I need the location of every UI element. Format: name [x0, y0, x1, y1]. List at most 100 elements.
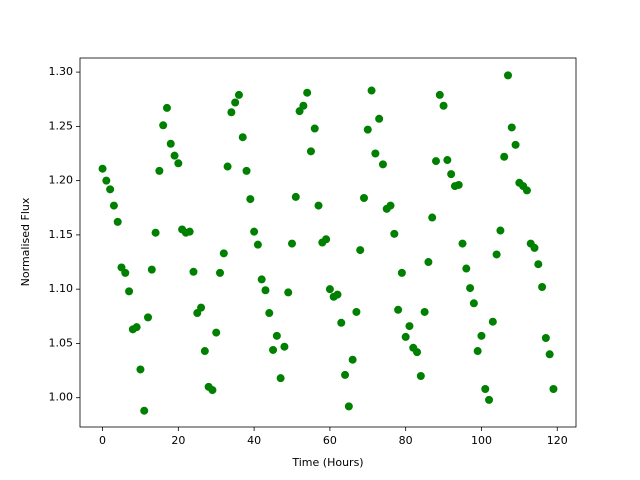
data-point — [147, 265, 156, 274]
data-point — [485, 395, 494, 404]
data-point — [314, 201, 323, 210]
y-tick-label: 1.10 — [49, 282, 74, 295]
data-point — [401, 332, 410, 341]
data-point — [496, 226, 505, 235]
data-point — [200, 347, 209, 356]
data-point — [473, 347, 482, 356]
data-point — [303, 88, 312, 97]
data-point — [435, 90, 444, 99]
y-axis-label: Normalised Flux — [19, 197, 32, 286]
data-point — [541, 334, 550, 343]
data-point — [466, 284, 475, 293]
data-point — [272, 331, 281, 340]
x-tick-label: 20 — [171, 434, 185, 447]
data-point — [125, 287, 134, 296]
data-point — [109, 201, 118, 210]
y-tick-label: 1.30 — [49, 65, 74, 78]
data-point — [469, 299, 478, 308]
data-point — [363, 125, 372, 134]
data-point — [310, 124, 319, 133]
data-point — [337, 318, 346, 327]
data-point — [291, 192, 300, 201]
data-point — [265, 309, 274, 318]
data-point — [492, 250, 501, 259]
data-point — [140, 406, 149, 415]
data-point — [162, 103, 171, 112]
data-point — [155, 166, 164, 175]
y-tick-label: 1.15 — [49, 228, 74, 241]
data-point — [477, 331, 486, 340]
x-tick-label: 100 — [471, 434, 492, 447]
data-point — [102, 176, 111, 185]
data-point — [462, 264, 471, 273]
data-point — [185, 227, 194, 236]
data-point — [511, 140, 520, 149]
data-point — [424, 258, 433, 267]
data-point — [333, 290, 342, 299]
data-point — [276, 374, 285, 383]
data-point — [545, 350, 554, 359]
x-tick-label: 120 — [547, 434, 568, 447]
data-point — [352, 307, 361, 316]
data-point — [106, 185, 115, 194]
data-point — [121, 268, 130, 277]
data-point — [166, 139, 175, 148]
data-point — [420, 307, 429, 316]
data-point — [212, 328, 221, 337]
x-tick-label: 60 — [323, 434, 337, 447]
data-point — [549, 385, 558, 394]
y-tick-label: 1.25 — [49, 119, 74, 132]
data-point — [257, 275, 266, 284]
y-tick-label: 1.00 — [49, 391, 74, 404]
data-point — [390, 229, 399, 238]
data-point — [197, 303, 206, 312]
data-point — [151, 228, 160, 237]
data-point — [503, 71, 512, 80]
data-point — [367, 86, 376, 95]
data-point — [253, 240, 262, 249]
data-point — [261, 286, 270, 295]
x-tick-label: 0 — [99, 434, 106, 447]
data-point — [416, 371, 425, 380]
data-point — [431, 157, 440, 166]
data-point — [136, 365, 145, 374]
data-point — [481, 385, 490, 394]
data-point — [306, 147, 315, 156]
data-point — [189, 267, 198, 276]
data-point — [447, 170, 456, 179]
data-point — [216, 268, 225, 277]
data-point — [288, 239, 297, 248]
data-point — [341, 370, 350, 379]
data-point — [443, 156, 452, 165]
y-tick-label: 1.05 — [49, 336, 74, 349]
x-tick-label: 40 — [247, 434, 261, 447]
data-point — [269, 345, 278, 354]
data-point — [238, 133, 247, 142]
data-point — [538, 282, 547, 291]
data-point — [397, 268, 406, 277]
data-point — [113, 217, 122, 226]
data-point — [231, 98, 240, 107]
data-point — [280, 342, 289, 351]
data-point — [348, 355, 357, 364]
data-point — [144, 313, 153, 322]
data-point — [458, 239, 467, 248]
data-point — [242, 166, 251, 175]
data-point — [405, 322, 414, 331]
data-point — [208, 386, 217, 395]
data-point — [534, 260, 543, 269]
data-point — [299, 101, 308, 110]
data-point — [246, 195, 255, 204]
data-point — [356, 246, 365, 255]
data-point — [98, 164, 107, 173]
x-axis-label: Time (Hours) — [291, 456, 363, 469]
data-point — [250, 227, 259, 236]
data-point — [378, 160, 387, 169]
x-tick-label: 80 — [399, 434, 413, 447]
data-point — [488, 317, 497, 326]
data-point — [234, 90, 243, 99]
data-point — [522, 186, 531, 195]
data-point — [507, 123, 516, 132]
data-point — [386, 201, 395, 210]
